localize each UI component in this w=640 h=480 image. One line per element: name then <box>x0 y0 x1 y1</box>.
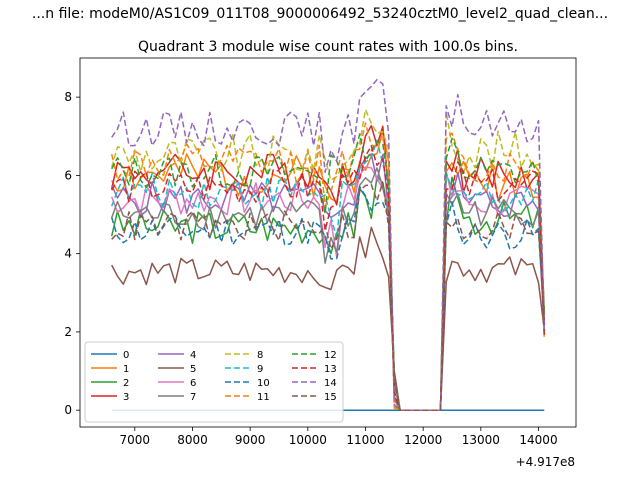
legend-label-7: 7 <box>190 392 196 403</box>
series-line-9 <box>110 139 546 411</box>
y-tick-label: 2 <box>64 325 72 339</box>
series-line-15 <box>111 181 546 411</box>
legend-label-0: 0 <box>123 350 129 361</box>
series-line-10 <box>110 186 546 411</box>
legend-label-9: 9 <box>257 364 263 375</box>
plot-area <box>79 57 577 428</box>
legend-label-6: 6 <box>190 378 196 389</box>
x-tick-label: 10000 <box>289 433 327 447</box>
legend-label-14: 14 <box>324 378 337 389</box>
x-tick-label: 7000 <box>120 433 151 447</box>
series-line-8 <box>110 108 546 411</box>
legend-label-11: 11 <box>257 392 270 403</box>
legend-label-1: 1 <box>123 364 129 375</box>
chart-title: Quadrant 3 module wise count rates with … <box>138 39 518 55</box>
legend-label-5: 5 <box>190 364 196 375</box>
y-tick-label: 8 <box>64 90 72 104</box>
x-tick-label: 8000 <box>177 433 208 447</box>
x-offset-label: +4.917e8 <box>516 455 575 469</box>
legend-label-12: 12 <box>324 350 337 361</box>
y-tick-label: 0 <box>64 403 72 417</box>
legend-label-10: 10 <box>257 378 270 389</box>
series-line-12 <box>111 133 546 411</box>
y-tick-label: 6 <box>64 168 72 182</box>
x-tick-label: 11000 <box>346 433 384 447</box>
series-line-5 <box>111 226 546 411</box>
legend-label-4: 4 <box>190 350 196 361</box>
legend-box <box>84 341 344 423</box>
y-tick-label: 4 <box>64 247 72 261</box>
x-tick-label: 14000 <box>519 433 557 447</box>
legend-label-8: 8 <box>257 350 263 361</box>
legend-label-3: 3 <box>123 392 129 403</box>
figure-suptitle: ...n file: modeM0/AS1C09_011T08_90000064… <box>32 6 608 22</box>
axis-ticks: 7000 8000 9000 10000 11000 12000 13000 14000 0 2 4… <box>64 90 557 447</box>
axes-frame <box>79 57 577 428</box>
x-tick-label: 9000 <box>235 433 266 447</box>
x-tick-label: 12000 <box>404 433 442 447</box>
series-line-11 <box>110 122 546 411</box>
x-tick-label: 13000 <box>462 433 500 447</box>
legend-label-2: 2 <box>123 378 129 389</box>
legend-label-15: 15 <box>324 392 337 403</box>
legend-label-13: 13 <box>324 364 337 375</box>
